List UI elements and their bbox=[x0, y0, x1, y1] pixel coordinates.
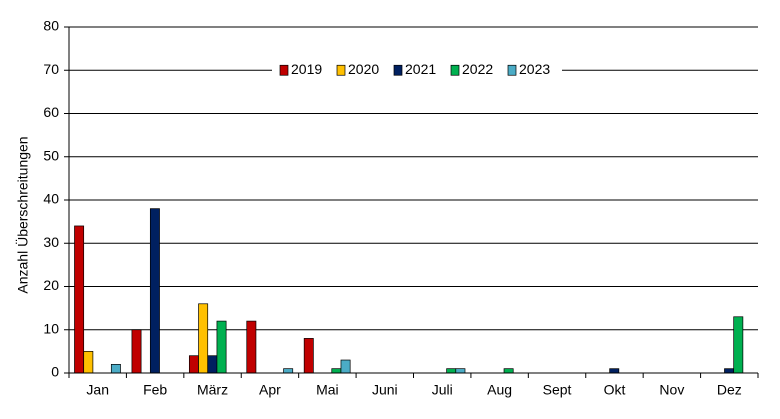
bar bbox=[207, 355, 218, 374]
legend-label: 2020 bbox=[348, 61, 379, 77]
bar bbox=[609, 368, 620, 374]
x-tick-label: Okt bbox=[604, 382, 626, 398]
x-tick-label: Apr bbox=[259, 382, 281, 398]
legend-swatch bbox=[450, 64, 460, 76]
bar bbox=[446, 368, 457, 374]
bar bbox=[733, 316, 744, 374]
bar bbox=[74, 225, 85, 374]
x-tick-label: Feb bbox=[143, 382, 167, 398]
bar bbox=[216, 320, 227, 374]
x-tick-label: Dez bbox=[717, 382, 742, 398]
bar bbox=[198, 303, 209, 374]
y-tick-label: 70 bbox=[43, 61, 59, 77]
bar bbox=[724, 368, 735, 374]
bar bbox=[188, 355, 199, 374]
bar bbox=[283, 368, 294, 374]
y-axis-label: Anzahl Überschreitungen bbox=[14, 136, 31, 293]
y-tick-label: 0 bbox=[51, 364, 59, 380]
y-tick-label: 20 bbox=[43, 277, 59, 293]
y-tick-label: 80 bbox=[43, 18, 59, 34]
y-tick-label: 50 bbox=[43, 147, 59, 163]
legend-label: 2023 bbox=[519, 61, 550, 77]
x-tick-label: Sept bbox=[543, 382, 572, 398]
bar bbox=[110, 364, 121, 374]
x-tick-label: Mai bbox=[316, 382, 339, 398]
legend-label: 2019 bbox=[291, 61, 322, 77]
bar bbox=[83, 351, 94, 374]
bar bbox=[303, 338, 314, 374]
bar bbox=[149, 208, 160, 374]
x-tick-label: Jan bbox=[86, 382, 109, 398]
bar bbox=[131, 329, 142, 374]
bar bbox=[503, 368, 514, 374]
x-tick-label: Juli bbox=[432, 382, 453, 398]
legend-swatch bbox=[336, 64, 346, 76]
legend-swatch bbox=[393, 64, 403, 76]
x-tick-label: Nov bbox=[659, 382, 684, 398]
legend-label: 2021 bbox=[405, 61, 436, 77]
bar bbox=[340, 359, 351, 374]
x-tick-label: Aug bbox=[487, 382, 512, 398]
legend-swatch bbox=[279, 64, 289, 76]
bar bbox=[331, 368, 342, 374]
y-tick-label: 60 bbox=[43, 104, 59, 120]
bar bbox=[455, 368, 466, 374]
y-tick-label: 30 bbox=[43, 234, 59, 250]
bar bbox=[246, 320, 257, 374]
x-tick-label: Juni bbox=[372, 382, 398, 398]
x-tick-label: März bbox=[197, 382, 228, 398]
y-tick-label: 40 bbox=[43, 191, 59, 207]
legend-swatch bbox=[507, 64, 517, 76]
legend-label: 2022 bbox=[462, 61, 493, 77]
y-tick-label: 10 bbox=[43, 320, 59, 336]
